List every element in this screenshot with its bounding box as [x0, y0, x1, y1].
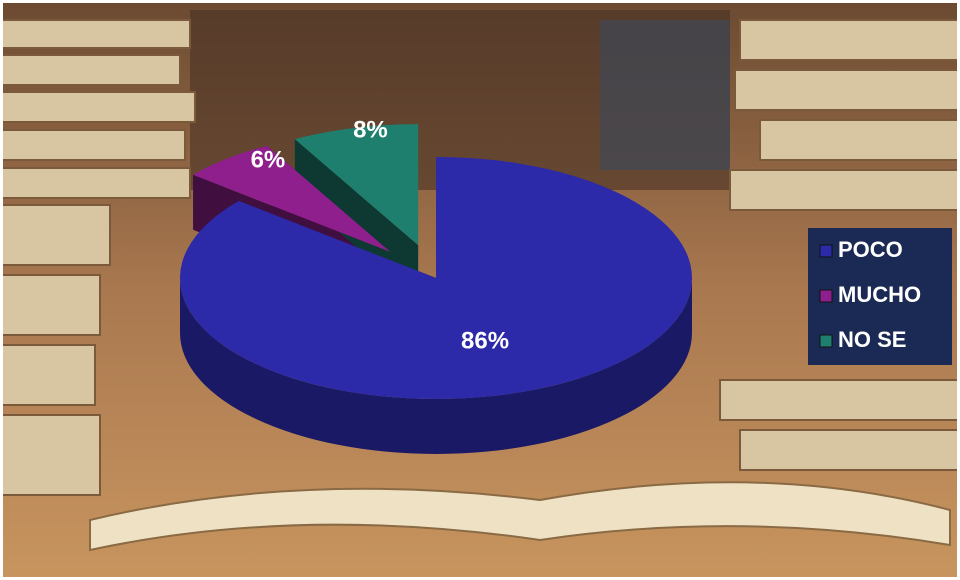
legend-swatch: [820, 245, 832, 257]
data-label: 6%: [251, 146, 286, 173]
chart: 86% 6% 8% POCO MUCHO NO SE: [0, 0, 960, 580]
legend-swatch: [820, 290, 832, 302]
page: 86% 6% 8% POCO MUCHO NO SE: [0, 0, 960, 580]
legend-label: POCO: [838, 237, 903, 262]
data-label: 8%: [353, 116, 388, 143]
legend-swatch: [820, 335, 832, 347]
data-label: 86%: [461, 327, 509, 354]
legend-label: MUCHO: [838, 282, 921, 307]
legend-label: NO SE: [838, 327, 906, 352]
